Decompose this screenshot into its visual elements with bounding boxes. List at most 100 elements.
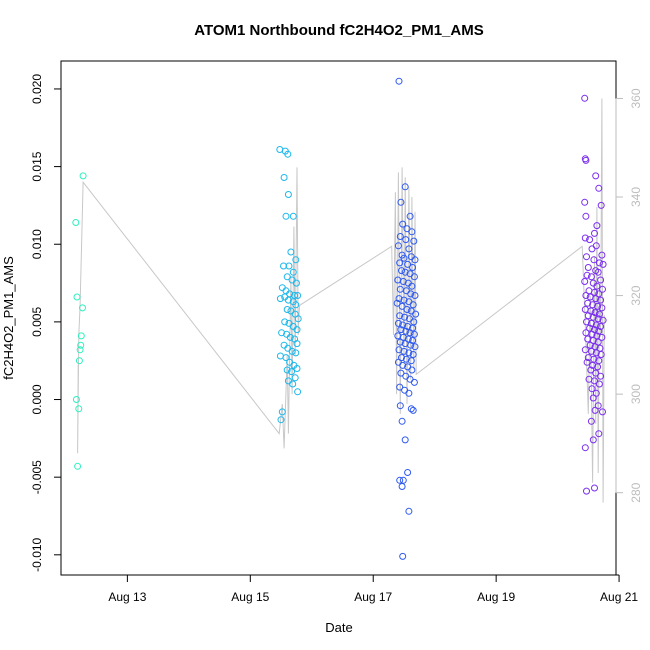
data-point xyxy=(408,366,416,374)
data-point xyxy=(401,268,409,276)
data-point xyxy=(399,321,407,329)
data-point xyxy=(395,295,403,303)
data-point xyxy=(399,552,407,560)
data-point xyxy=(599,316,607,324)
series-2 xyxy=(276,146,302,424)
x-axis: Aug 13 Aug 15 Aug 17 Aug 19 Aug 21 xyxy=(108,574,638,604)
data-point xyxy=(399,220,407,228)
y-tick-label: 0.000 xyxy=(30,384,44,414)
data-point xyxy=(409,264,417,271)
data-point xyxy=(581,234,589,242)
data-point xyxy=(582,156,590,164)
data-point xyxy=(410,330,418,338)
data-point xyxy=(286,333,294,341)
y-tick-label: -0.010 xyxy=(30,537,44,571)
data-point xyxy=(293,365,301,372)
data-point xyxy=(79,304,86,312)
data-point xyxy=(404,260,412,268)
data-point xyxy=(75,357,83,365)
data-point xyxy=(595,184,603,192)
right-y-tick-label: 340 xyxy=(629,187,643,207)
data-point xyxy=(594,268,602,276)
data-point xyxy=(410,378,418,386)
data-point xyxy=(398,483,406,490)
right-y-tick-label: 360 xyxy=(629,88,643,108)
data-point xyxy=(282,212,290,220)
y-tick-label: 0.005 xyxy=(30,307,44,337)
data-point xyxy=(402,372,410,380)
data-point xyxy=(598,251,606,259)
data-point xyxy=(599,408,606,416)
data-point xyxy=(407,341,415,349)
data-point xyxy=(412,310,420,318)
data-point xyxy=(581,278,589,285)
data-point xyxy=(75,405,83,413)
data-point xyxy=(594,315,602,323)
data-point xyxy=(294,315,302,323)
data-point xyxy=(280,174,288,181)
data-point xyxy=(289,268,297,276)
data-point xyxy=(396,312,404,320)
data-point xyxy=(597,372,605,380)
x-axis-label: Date xyxy=(325,620,352,635)
data-point xyxy=(587,273,595,281)
data-point xyxy=(587,366,595,374)
data-point xyxy=(582,292,590,299)
data-point xyxy=(407,357,415,365)
data-point xyxy=(597,323,605,330)
data-point xyxy=(411,292,419,299)
data-point xyxy=(597,201,605,209)
data-point xyxy=(282,354,290,362)
right-y-tick-label: 300 xyxy=(629,384,643,404)
data-point xyxy=(74,462,82,470)
data-point xyxy=(396,259,404,267)
data-point xyxy=(583,253,590,261)
data-point xyxy=(592,349,600,357)
data-point xyxy=(584,264,592,271)
data-point xyxy=(581,444,589,452)
data-point xyxy=(595,380,603,388)
data-point xyxy=(283,306,291,313)
data-point xyxy=(594,363,602,371)
data-point xyxy=(73,293,81,301)
data-point xyxy=(591,406,599,414)
data-point xyxy=(398,302,406,310)
data-point xyxy=(406,212,414,220)
data-point xyxy=(593,282,601,290)
data-point xyxy=(276,352,284,360)
data-point xyxy=(400,347,408,355)
data-point xyxy=(401,313,409,321)
x-tick-label: Aug 15 xyxy=(231,590,269,604)
data-point xyxy=(587,417,595,425)
data-point xyxy=(405,349,413,357)
data-point xyxy=(396,233,404,240)
y-axis: -0.010 -0.005 0.000 0.005 0.010 0.015 0.020 xyxy=(30,74,62,572)
data-point xyxy=(287,248,295,256)
data-point xyxy=(595,259,603,267)
data-point xyxy=(396,338,404,346)
right-y-tick-label: 280 xyxy=(629,482,643,502)
data-point xyxy=(291,374,299,382)
data-point xyxy=(276,295,284,303)
data-point xyxy=(591,484,598,492)
data-point xyxy=(288,347,296,355)
data-point xyxy=(396,285,404,293)
data-point xyxy=(278,408,286,416)
data-point xyxy=(597,351,605,358)
data-point xyxy=(400,254,408,262)
data-point xyxy=(401,436,409,444)
data-point xyxy=(79,172,87,180)
data-point xyxy=(399,278,407,285)
plot-frame xyxy=(60,60,617,576)
data-point xyxy=(402,236,410,244)
data-point xyxy=(592,172,600,180)
data-point xyxy=(597,296,605,304)
data-point xyxy=(581,346,589,354)
data-point xyxy=(72,219,80,226)
data-point xyxy=(277,416,285,424)
data-point xyxy=(293,340,301,348)
data-point xyxy=(285,262,293,270)
data-point xyxy=(595,290,603,298)
data-point xyxy=(284,150,292,158)
